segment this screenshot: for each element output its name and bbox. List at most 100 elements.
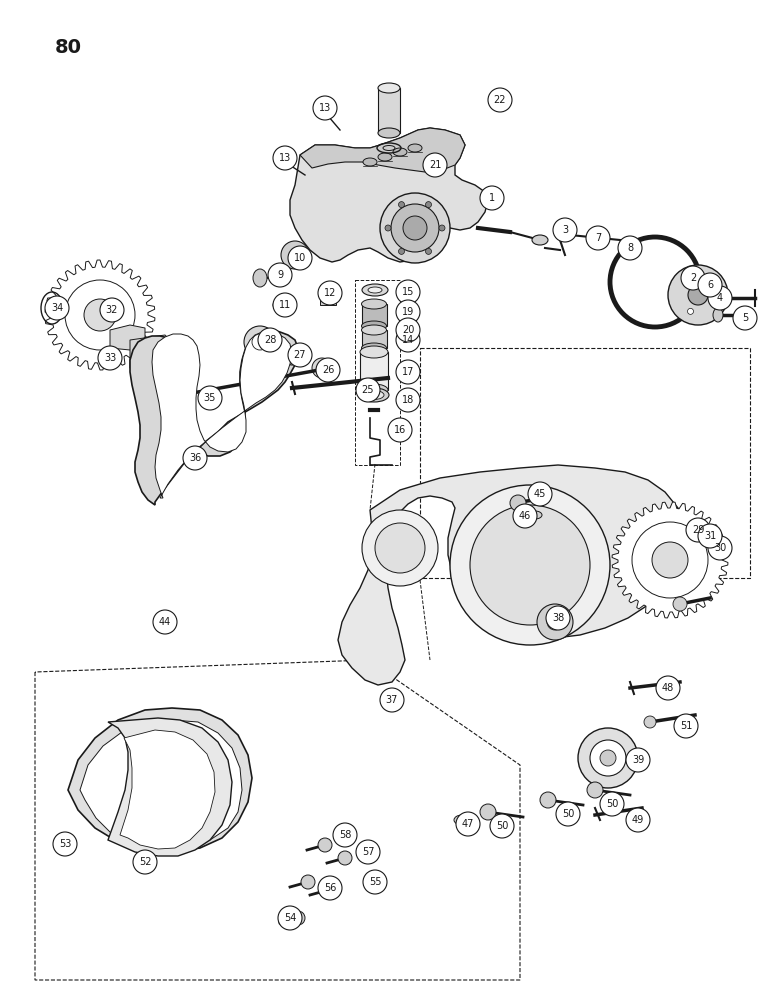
Ellipse shape	[528, 511, 542, 519]
Text: 44: 44	[159, 617, 171, 627]
Ellipse shape	[362, 284, 388, 296]
Circle shape	[396, 328, 420, 352]
Bar	[360, 352, 388, 390]
Circle shape	[540, 792, 556, 808]
Bar	[320, 285, 336, 305]
Circle shape	[396, 388, 420, 412]
Ellipse shape	[378, 128, 400, 138]
Circle shape	[153, 610, 177, 634]
Polygon shape	[338, 465, 685, 685]
Circle shape	[396, 300, 420, 324]
Circle shape	[644, 716, 656, 728]
Circle shape	[546, 606, 570, 630]
Ellipse shape	[361, 299, 387, 309]
Bar	[355, 280, 400, 465]
Circle shape	[470, 505, 590, 625]
Circle shape	[313, 96, 337, 120]
Circle shape	[626, 808, 650, 832]
Circle shape	[578, 728, 638, 788]
Circle shape	[513, 504, 537, 528]
Circle shape	[291, 911, 305, 925]
Text: 10: 10	[294, 253, 306, 263]
Text: 15: 15	[402, 287, 414, 297]
Circle shape	[600, 750, 616, 766]
Circle shape	[338, 851, 352, 865]
Text: 58: 58	[339, 830, 351, 840]
Circle shape	[553, 218, 577, 242]
Circle shape	[556, 802, 580, 826]
Ellipse shape	[253, 269, 267, 287]
Text: 48: 48	[662, 683, 674, 693]
Circle shape	[450, 485, 610, 645]
Circle shape	[396, 318, 420, 342]
Circle shape	[244, 326, 276, 358]
Circle shape	[683, 278, 690, 284]
Text: 39: 39	[632, 755, 644, 765]
Text: 38: 38	[552, 613, 564, 623]
Circle shape	[278, 154, 290, 166]
Circle shape	[362, 510, 438, 586]
Text: 20: 20	[402, 325, 414, 335]
Text: 22: 22	[494, 95, 506, 105]
Circle shape	[252, 334, 268, 350]
Circle shape	[490, 814, 514, 838]
Circle shape	[681, 266, 705, 290]
Text: 34: 34	[51, 303, 63, 313]
Circle shape	[278, 906, 302, 930]
Circle shape	[668, 265, 728, 325]
Text: 25: 25	[362, 385, 374, 395]
Circle shape	[385, 225, 391, 231]
Ellipse shape	[378, 153, 392, 161]
Ellipse shape	[368, 287, 382, 293]
Ellipse shape	[532, 235, 548, 245]
Circle shape	[198, 386, 222, 410]
Circle shape	[480, 804, 496, 820]
Text: 55: 55	[369, 877, 381, 887]
Circle shape	[65, 280, 135, 350]
Circle shape	[318, 364, 326, 372]
Circle shape	[708, 286, 732, 310]
Circle shape	[673, 597, 687, 611]
Circle shape	[733, 306, 757, 330]
Polygon shape	[120, 730, 215, 849]
Circle shape	[273, 293, 297, 317]
Circle shape	[713, 292, 719, 298]
Text: 9: 9	[277, 270, 283, 280]
Circle shape	[290, 250, 300, 260]
Circle shape	[403, 216, 427, 240]
Text: 7: 7	[595, 233, 601, 243]
Circle shape	[53, 832, 77, 856]
Circle shape	[590, 740, 626, 776]
Text: 27: 27	[294, 350, 307, 360]
Circle shape	[273, 146, 297, 170]
Circle shape	[626, 748, 650, 772]
Text: 5: 5	[742, 313, 748, 323]
Bar	[378, 88, 400, 133]
Ellipse shape	[393, 148, 407, 156]
Text: 16: 16	[394, 425, 406, 435]
Circle shape	[587, 782, 603, 798]
Text: 56: 56	[324, 883, 336, 893]
Text: 54: 54	[284, 913, 296, 923]
Circle shape	[281, 241, 309, 269]
Text: 35: 35	[204, 393, 216, 403]
Text: 13: 13	[279, 153, 291, 163]
Text: 8: 8	[627, 243, 633, 253]
Text: 30: 30	[714, 543, 726, 553]
Text: 50: 50	[496, 821, 509, 831]
Text: 13: 13	[319, 103, 332, 113]
Text: 49: 49	[632, 815, 644, 825]
Text: 51: 51	[680, 721, 692, 731]
Text: 29: 29	[692, 525, 704, 535]
Circle shape	[380, 193, 450, 263]
Polygon shape	[110, 325, 145, 350]
Text: 3: 3	[562, 225, 568, 235]
Polygon shape	[612, 502, 728, 618]
Ellipse shape	[363, 158, 377, 166]
Ellipse shape	[361, 325, 387, 335]
Circle shape	[456, 812, 480, 836]
Polygon shape	[300, 128, 465, 172]
Circle shape	[488, 88, 512, 112]
Circle shape	[133, 850, 157, 874]
Text: 50: 50	[562, 809, 574, 819]
